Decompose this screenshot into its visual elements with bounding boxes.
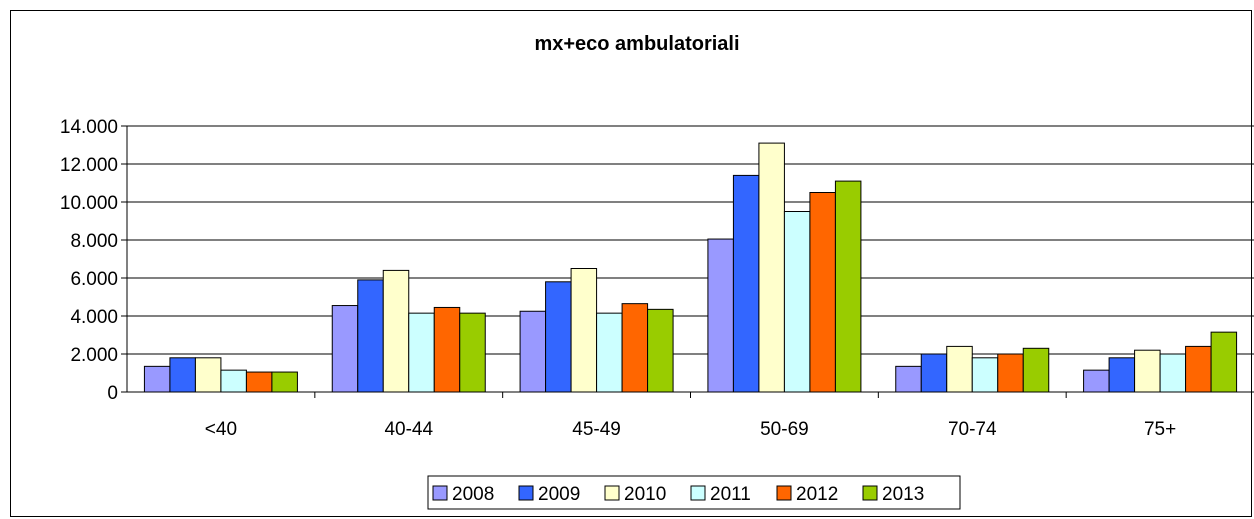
bar-2012-5: [997, 353, 1024, 393]
bar-2008-6: [1083, 369, 1110, 393]
bar-2011-6: [1159, 353, 1187, 393]
bars: [143, 142, 1238, 393]
x-tick-label: 75+: [1144, 419, 1176, 440]
bar-2009-6: [1108, 357, 1136, 393]
chart-frame: [10, 10, 1252, 517]
bar-2008-4: [707, 238, 734, 393]
bar-2011-3: [596, 312, 623, 393]
legend-swatch-2008: [432, 485, 448, 501]
bar-2013-1: [271, 371, 298, 393]
legend-label-2011: 2011: [710, 484, 751, 505]
bar-2011-2: [408, 312, 435, 393]
bar-2010-2: [382, 269, 410, 393]
bar-2013-6: [1210, 331, 1238, 393]
bar-2010-4: [758, 142, 785, 393]
bar-2009-4: [732, 174, 760, 393]
y-tick-label: 8.000: [70, 231, 118, 252]
bar-2010-1: [194, 357, 222, 393]
x-tick-label: 45-49: [572, 419, 621, 440]
bar-2012-2: [433, 306, 461, 393]
bar-2013-2: [459, 312, 486, 393]
bar-2011-4: [783, 211, 811, 393]
bar-2010-5: [946, 345, 973, 393]
legend-swatch-2011: [690, 485, 706, 501]
bar-2009-1: [169, 357, 196, 393]
y-tick-label: 14.000: [60, 117, 118, 138]
y-tick-label: 6.000: [70, 269, 118, 290]
bar-2009-5: [920, 353, 948, 393]
x-tick-label: 50-69: [760, 419, 809, 440]
legend-swatch-2009: [518, 485, 534, 501]
legend-label-2013: 2013: [882, 484, 924, 505]
bar-2013-3: [647, 308, 674, 393]
bar-2013-4: [834, 180, 862, 393]
bar-2011-1: [220, 369, 247, 393]
bar-2012-3: [621, 303, 649, 393]
bar-2012-6: [1185, 345, 1212, 393]
axes: 0 2.000 4.000 6.000 8.000 10.000 12.000 14.000 <…: [60, 117, 1254, 440]
bar-2010-6: [1134, 349, 1161, 393]
bar-2010-3: [570, 268, 598, 393]
y-tick-label: 12.000: [60, 155, 118, 176]
bar-2008-1: [143, 365, 171, 393]
legend-label-2010: 2010: [624, 484, 666, 505]
bar-2012-4: [809, 192, 836, 393]
bar-2008-2: [331, 305, 359, 393]
bar-2013-5: [1022, 347, 1050, 393]
y-tick-label: 4.000: [70, 307, 118, 328]
legend-swatch-2013: [862, 485, 878, 501]
gridlines: [127, 125, 1254, 355]
legend-swatch-2012: [776, 485, 792, 501]
x-tick-label: <40: [205, 419, 237, 440]
bar-2009-3: [545, 281, 572, 393]
bar-2008-3: [519, 310, 547, 393]
legend-swatch-2010: [604, 485, 620, 501]
legend-label-2012: 2012: [796, 484, 838, 505]
bar-2008-5: [895, 365, 922, 393]
x-tick-label: 40-44: [384, 419, 433, 440]
bar-2009-2: [357, 279, 384, 393]
legend: 2008 2009 2010 2011 2012 2013: [427, 475, 961, 510]
legend-label-2009: 2009: [538, 484, 580, 505]
y-tick-label: 10.000: [60, 193, 118, 214]
legend-label-2008: 2008: [452, 484, 494, 505]
bar-2011-5: [971, 357, 999, 393]
y-tick-label: 0: [107, 383, 118, 404]
x-tick-label: 70-74: [948, 419, 997, 440]
y-tick-label: 2.000: [70, 345, 118, 366]
bar-2012-1: [245, 371, 273, 393]
chart-title: mx+eco ambulatoriali: [534, 33, 740, 55]
